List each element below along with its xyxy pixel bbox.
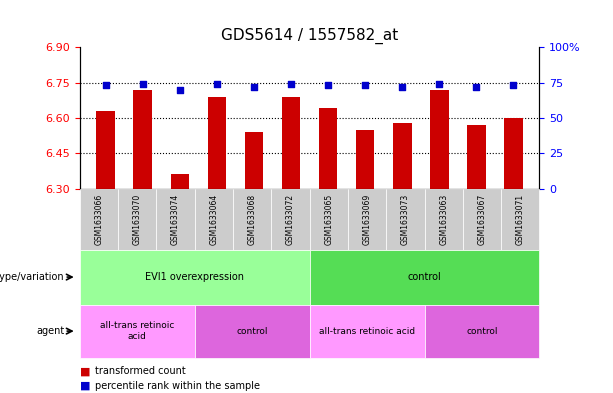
Text: genotype/variation: genotype/variation — [0, 272, 64, 282]
Point — [249, 84, 259, 90]
Text: GSM1633065: GSM1633065 — [324, 193, 333, 245]
Bar — [282, 97, 300, 189]
Point — [509, 82, 519, 88]
Text: GSM1633073: GSM1633073 — [401, 193, 410, 245]
Text: transformed count: transformed count — [95, 366, 186, 376]
Text: EVI1 overexpression: EVI1 overexpression — [145, 272, 244, 282]
Text: ■: ■ — [80, 366, 90, 376]
Point — [212, 81, 222, 87]
Bar — [393, 123, 411, 189]
Text: control: control — [466, 327, 498, 336]
Point — [397, 84, 407, 90]
Point — [323, 82, 333, 88]
Text: all-trans retinoic
acid: all-trans retinoic acid — [100, 321, 174, 341]
Point — [471, 84, 481, 90]
Point — [435, 81, 444, 87]
Title: GDS5614 / 1557582_at: GDS5614 / 1557582_at — [221, 28, 398, 44]
Text: all-trans retinoic acid: all-trans retinoic acid — [319, 327, 415, 336]
Text: GSM1633064: GSM1633064 — [209, 193, 218, 245]
Bar — [208, 97, 226, 189]
Bar — [245, 132, 263, 189]
Point — [101, 82, 110, 88]
Bar — [467, 125, 485, 189]
Point — [138, 81, 148, 87]
Text: GSM1633063: GSM1633063 — [439, 193, 448, 245]
Text: GSM1633072: GSM1633072 — [286, 193, 295, 245]
Text: GSM1633069: GSM1633069 — [362, 193, 371, 245]
Text: GSM1633068: GSM1633068 — [248, 193, 257, 245]
Text: agent: agent — [36, 326, 64, 336]
Bar — [504, 118, 523, 189]
Point — [175, 86, 185, 93]
Text: control: control — [237, 327, 268, 336]
Text: GSM1633074: GSM1633074 — [171, 193, 180, 245]
Bar — [319, 108, 337, 189]
Text: GSM1633070: GSM1633070 — [132, 193, 142, 245]
Bar — [134, 90, 152, 189]
Bar — [356, 130, 375, 189]
Text: percentile rank within the sample: percentile rank within the sample — [95, 381, 260, 391]
Text: GSM1633066: GSM1633066 — [94, 193, 104, 245]
Text: ■: ■ — [80, 381, 90, 391]
Text: GSM1633067: GSM1633067 — [478, 193, 487, 245]
Point — [360, 82, 370, 88]
Point — [286, 81, 296, 87]
Bar — [170, 174, 189, 189]
Text: control: control — [408, 272, 441, 282]
Bar — [430, 90, 449, 189]
Bar — [96, 111, 115, 189]
Text: GSM1633071: GSM1633071 — [516, 193, 525, 245]
